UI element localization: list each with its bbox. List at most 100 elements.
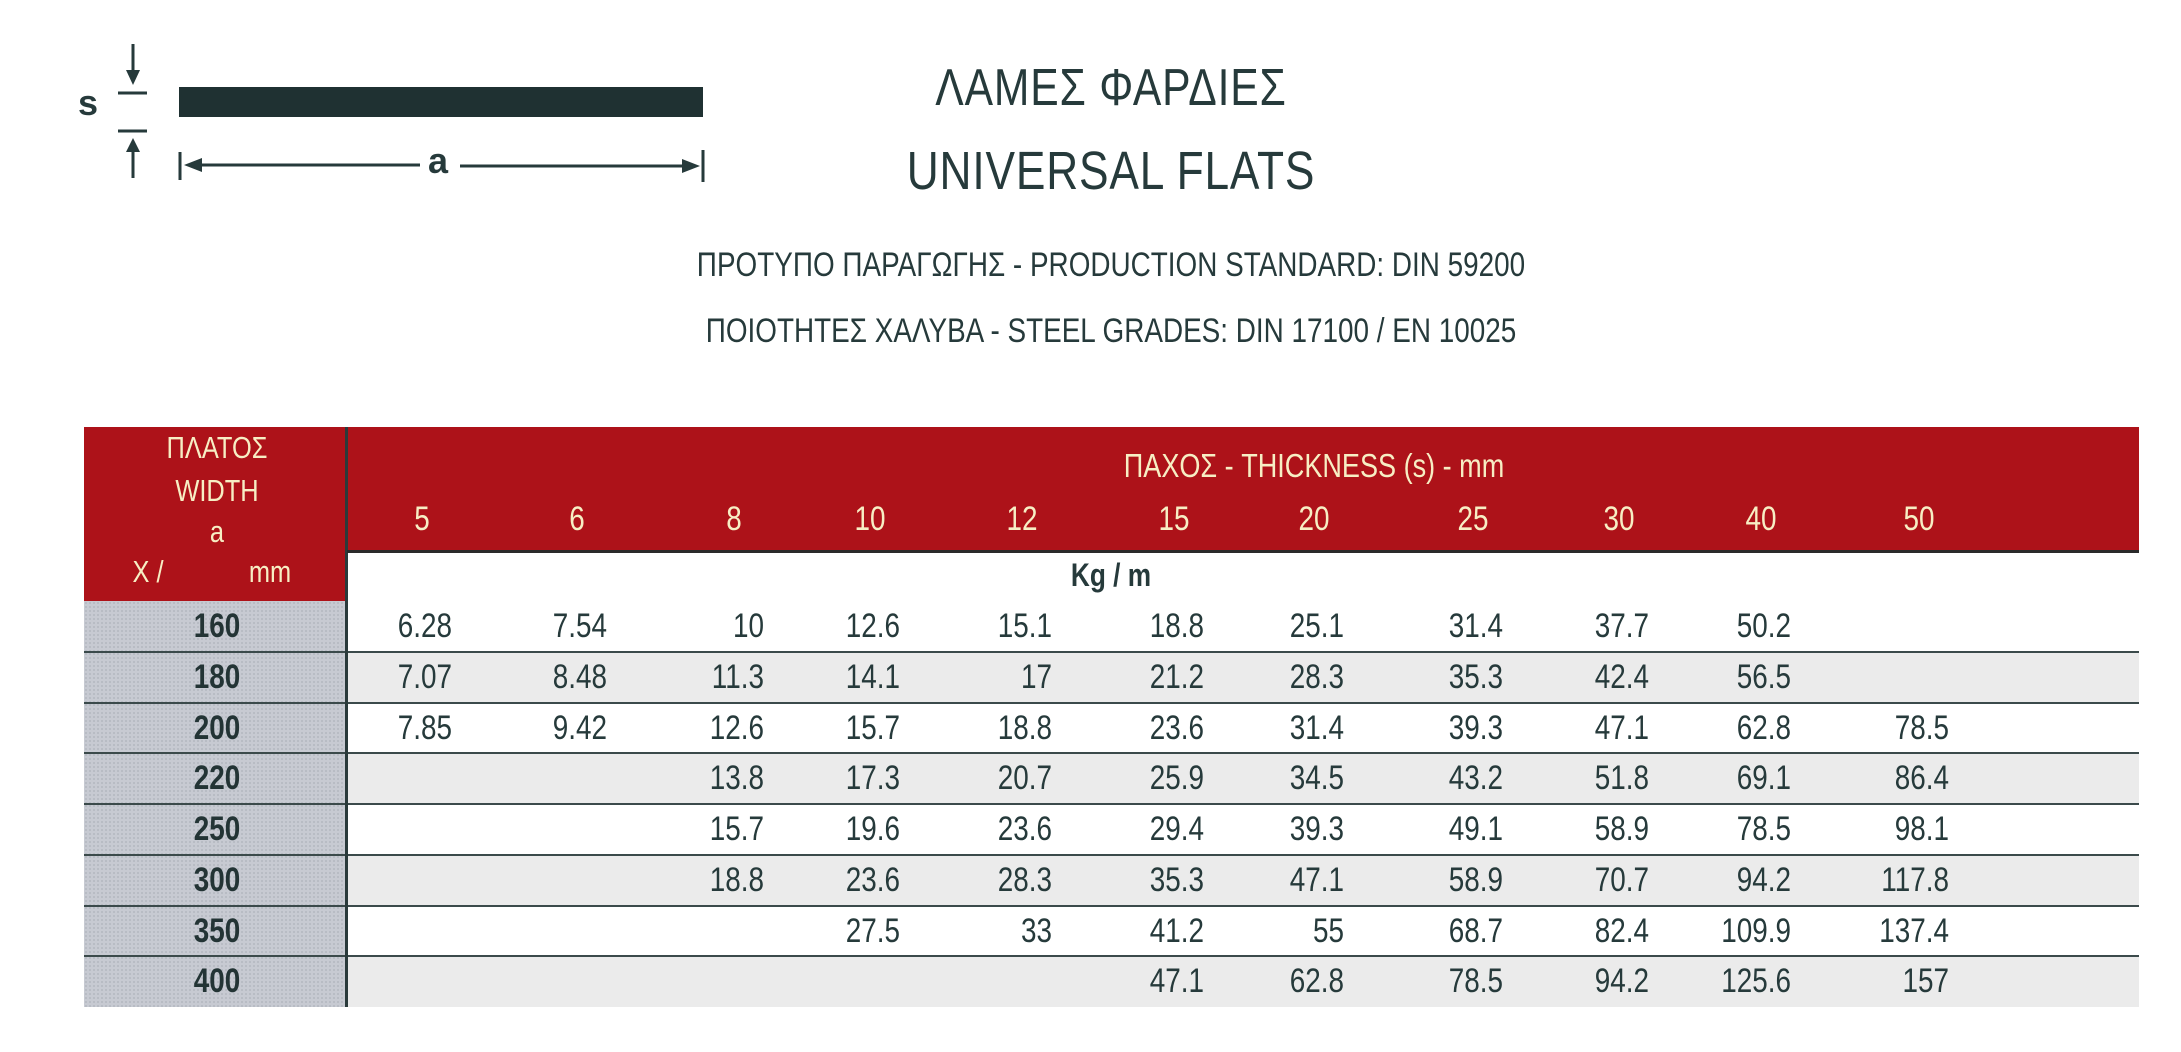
table-row (347, 906, 2139, 957)
weight-value: 39.3 (1289, 810, 1344, 848)
dimension-arrows-icon (118, 44, 705, 182)
weight-value: 19.6 (845, 810, 900, 848)
weight-value: 23.6 (1149, 708, 1204, 747)
weight-value: 25.1 (1289, 607, 1344, 645)
weight-value: 21.2 (1149, 657, 1204, 696)
weight-value: 13.8 (709, 759, 764, 798)
weight-value: 39.3 (1448, 708, 1503, 747)
width-value: 220 (193, 759, 241, 798)
weight-value: 25.9 (1149, 759, 1204, 798)
weight-value: 47.1 (1594, 708, 1649, 747)
weight-value: 7.85 (397, 708, 452, 747)
row-divider (84, 752, 2139, 755)
weight-value: 86.4 (1894, 759, 1949, 798)
weight-value: 137.4 (1879, 911, 1949, 950)
width-cell (84, 804, 347, 855)
width-header-greek: ΠΛΑΤΟΣ (166, 430, 268, 465)
row-divider (84, 904, 2139, 907)
weight-value: 157 (1902, 962, 1949, 1001)
weight-value: 17 (1020, 657, 1052, 696)
weight-value: 20.7 (997, 759, 1052, 798)
weight-value: 28.3 (1289, 657, 1344, 696)
weight-value: 18.8 (997, 708, 1052, 747)
weight-value: 6.28 (397, 607, 452, 645)
width-value: 350 (193, 911, 241, 950)
weight-value: 58.9 (1448, 860, 1503, 899)
weight-value: 18.8 (709, 860, 764, 899)
weight-value: 27.5 (845, 911, 900, 950)
weight-value: 7.54 (552, 607, 607, 645)
weight-value: 51.8 (1594, 759, 1649, 798)
thickness-label: s (78, 82, 99, 123)
width-cell (84, 753, 347, 804)
weight-value: 11.3 (711, 657, 764, 696)
weight-value: 18.8 (1149, 607, 1204, 645)
title-greek: ΛΑΜΕΣ ΦΑΡΔΙΕΣ (935, 59, 1287, 117)
weight-value: 35.3 (1448, 657, 1503, 696)
width-header-x: X / (132, 554, 164, 589)
title-english: UNIVERSAL FLATS (906, 141, 1316, 201)
width-header-english: WIDTH (175, 473, 259, 508)
width-cell (84, 854, 347, 906)
weight-value: 55 (1312, 911, 1344, 950)
weight-value: 78.5 (1448, 962, 1503, 1001)
table-row (347, 753, 2139, 804)
weight-value: 58.9 (1594, 810, 1649, 848)
weight-value: 12.6 (845, 607, 900, 645)
weight-value: 43.2 (1448, 759, 1503, 798)
weight-value: 10 (732, 607, 764, 645)
weight-value: 50.2 (1736, 607, 1791, 645)
row-divider (84, 853, 2139, 856)
weight-value: 78.5 (1736, 810, 1791, 848)
width-value: 300 (193, 860, 241, 899)
table-row (347, 703, 2139, 754)
weight-value: 70.7 (1594, 860, 1649, 899)
row-divider (84, 955, 2139, 958)
width-label: a (428, 140, 449, 181)
thickness-col-header: 20 (1298, 500, 1330, 538)
weight-value: 125.6 (1721, 962, 1791, 1001)
width-cell (84, 601, 347, 652)
width-cell (84, 651, 347, 703)
weight-value: 17.3 (845, 759, 900, 798)
thickness-header-band (347, 427, 2139, 552)
column-divider (345, 427, 348, 1007)
weight-value: 42.4 (1594, 657, 1649, 696)
weight-value: 33 (1020, 911, 1052, 950)
weight-value: 47.1 (1149, 962, 1204, 1001)
width-cell (84, 905, 347, 957)
weight-value: 15.7 (845, 708, 900, 747)
weight-value: 94.2 (1594, 962, 1649, 1001)
weight-value: 82.4 (1594, 911, 1649, 950)
header-divider (347, 550, 2139, 553)
weight-value: 78.5 (1894, 708, 1949, 747)
width-cell (84, 956, 347, 1007)
weight-value: 14.1 (845, 657, 900, 696)
flat-bar-shape (179, 87, 703, 117)
table-row (347, 804, 2139, 855)
width-cell (84, 702, 347, 754)
weight-value: 109.9 (1721, 911, 1791, 950)
weight-value: 69.1 (1736, 759, 1791, 798)
thickness-col-header: 12 (1006, 500, 1038, 538)
weight-value: 34.5 (1289, 759, 1344, 798)
weight-value: 15.7 (709, 810, 764, 848)
unit-label: Kg / m (1070, 557, 1152, 593)
weight-value: 28.3 (997, 860, 1052, 899)
thickness-col-header: 30 (1603, 500, 1635, 538)
weight-value: 37.7 (1594, 607, 1649, 645)
weight-value: 41.2 (1149, 911, 1204, 950)
weight-value: 94.2 (1736, 860, 1791, 899)
weight-value: 15.1 (997, 607, 1052, 645)
thickness-col-header: 10 (854, 500, 886, 538)
thickness-col-header: 40 (1745, 500, 1777, 538)
width-value: 160 (193, 607, 241, 645)
weight-value: 12.6 (709, 708, 764, 747)
weight-value: 35.3 (1149, 860, 1204, 899)
weight-value: 56.5 (1736, 657, 1791, 696)
weight-value: 9.42 (552, 708, 607, 747)
row-divider (84, 803, 2139, 805)
row-divider (84, 701, 2139, 704)
weight-value: 117.8 (1881, 860, 1949, 899)
table-row (347, 601, 2139, 652)
